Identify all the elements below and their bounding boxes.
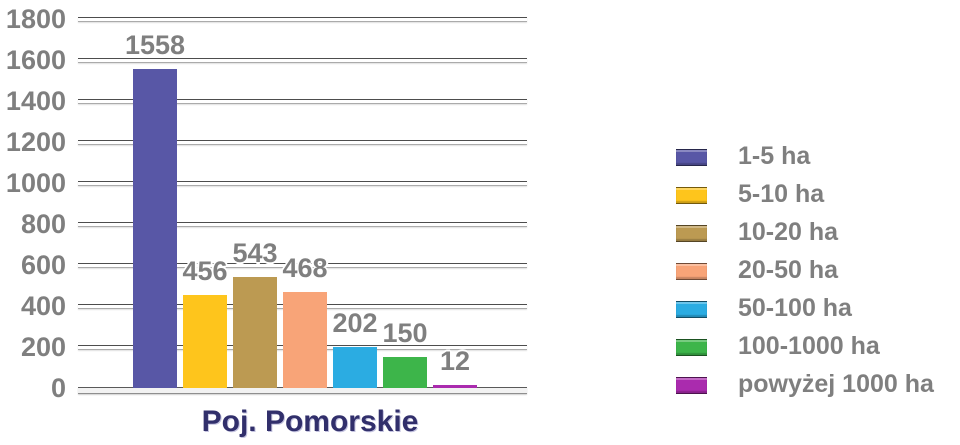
legend-label-1-5 ha: 1-5 ha xyxy=(738,142,811,170)
bar-value-label: 12 xyxy=(439,346,471,376)
y-tick-label-0: 0 xyxy=(50,373,66,403)
bar-value-label: 468 xyxy=(282,253,328,283)
legend-label-20-50 ha: 20-50 ha xyxy=(738,256,839,284)
bar-value-label: 543 xyxy=(232,238,278,268)
y-tick-label-1800: 1800 xyxy=(5,4,66,34)
y-tick-label-1000: 1000 xyxy=(5,168,66,198)
bar-100-1000 ha xyxy=(383,357,427,388)
legend-swatch-20-50 ha xyxy=(676,263,707,280)
y-tick-label-1200: 1200 xyxy=(5,127,66,157)
legend-swatch-100-1000 ha xyxy=(676,339,707,356)
bar-value-label: 150 xyxy=(382,318,428,348)
legend-label-100-1000 ha: 100-1000 ha xyxy=(738,332,880,360)
y-tick-label-600: 600 xyxy=(20,250,66,280)
bar-50-100 ha xyxy=(333,347,377,388)
legend-swatch-powyżej 1000 ha xyxy=(676,377,707,394)
x-axis-title: Poj. Pomorskie xyxy=(201,405,419,438)
y-tick-label-200: 200 xyxy=(20,332,66,362)
legend-swatch-1-5 ha xyxy=(676,149,707,166)
legend-label-50-100 ha: 50-100 ha xyxy=(738,294,852,322)
legend-swatch-5-10 ha xyxy=(676,187,707,204)
y-tick-label-800: 800 xyxy=(20,209,66,239)
y-tick-label-400: 400 xyxy=(20,291,66,321)
gridline-1800 xyxy=(78,17,527,22)
bar-20-50 ha xyxy=(283,292,327,388)
gridline-600 xyxy=(78,263,527,268)
gridline-1600 xyxy=(78,58,527,63)
legend-swatch-10-20 ha xyxy=(676,225,707,242)
legend-label-powyżej 1000 ha: powyżej 1000 ha xyxy=(738,370,934,398)
legend-label-5-10 ha: 5-10 ha xyxy=(738,180,825,208)
legend-label-10-20 ha: 10-20 ha xyxy=(738,218,839,246)
bar-1-5 ha xyxy=(133,69,177,388)
bar-value-label: 1558 xyxy=(124,30,186,60)
legend-swatch-50-100 ha xyxy=(676,301,707,318)
gridline-1000 xyxy=(78,181,527,186)
gridline-1200 xyxy=(78,140,527,145)
y-tick-label-1400: 1400 xyxy=(5,86,66,116)
bar-powyżej 1000 ha xyxy=(433,385,477,388)
gridline-800 xyxy=(78,222,527,227)
gridline-1400 xyxy=(78,99,527,104)
bar-5-10 ha xyxy=(183,295,227,388)
x-axis-baseline xyxy=(78,387,527,394)
y-tick-label-1600: 1600 xyxy=(5,45,66,75)
bar-value-label: 456 xyxy=(182,256,228,286)
bar-10-20 ha xyxy=(233,277,277,388)
bar-value-label: 202 xyxy=(332,308,378,338)
